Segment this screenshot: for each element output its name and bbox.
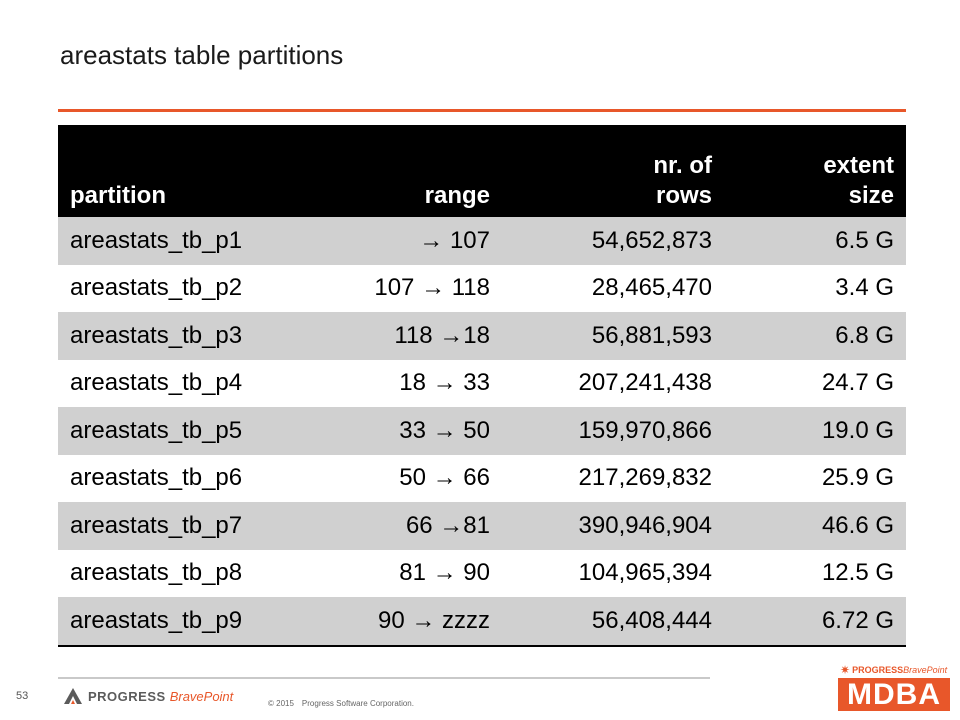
logo-bravepoint-text: BravePoint <box>169 688 234 704</box>
partitions-table: partition range nr. of rows extent size … <box>58 125 906 647</box>
table-row: areastats_tb_p4 18 → 33 207,241,438 24.7… <box>58 359 906 407</box>
cell-partition: areastats_tb_p8 <box>58 549 308 597</box>
cell-partition: areastats_tb_p2 <box>58 264 308 312</box>
header-rows-line2: rows <box>655 182 712 209</box>
cell-size: 46.6 G <box>724 502 906 550</box>
badge-product-name: MDBA <box>838 678 950 711</box>
badge-header: ✷ PROGRESS BravePoint <box>838 661 950 678</box>
table-row: areastats_tb_p7 66 →81 390,946,904 46.6 … <box>58 502 906 550</box>
cell-range: 50 → 66 <box>308 454 502 502</box>
cell-range: 107 → 118 <box>308 264 502 312</box>
progress-logo-icon <box>64 688 82 704</box>
cell-size: 6.5 G <box>724 217 906 265</box>
progress-bravepoint-logo: PROGRESS BravePoint <box>62 686 233 706</box>
cell-range: 81 → 90 <box>308 549 502 597</box>
table-row: areastats_tb_p9 90 → zzzz 56,408,444 6.7… <box>58 597 906 647</box>
table-row: areastats_tb_p1 → 107 54,652,873 6.5 G <box>58 217 906 265</box>
cell-partition: areastats_tb_p6 <box>58 454 308 502</box>
table-row: areastats_tb_p5 33 → 50 159,970,866 19.0… <box>58 407 906 455</box>
cell-range: 33 → 50 <box>308 407 502 455</box>
cell-rows: 28,465,470 <box>502 264 724 312</box>
cell-partition: areastats_tb_p7 <box>58 502 308 550</box>
cell-rows: 207,241,438 <box>502 359 724 407</box>
header-size-line2: size <box>848 182 894 209</box>
cell-size: 3.4 G <box>724 264 906 312</box>
header-rows-line1: nr. of <box>653 152 712 179</box>
cell-range: 18 → 33 <box>308 359 502 407</box>
cell-rows: 159,970,866 <box>502 407 724 455</box>
cell-rows: 54,652,873 <box>502 217 724 265</box>
cell-partition: areastats_tb_p1 <box>58 217 308 265</box>
table-row: areastats_tb_p8 81 → 90 104,965,394 12.5… <box>58 549 906 597</box>
cell-size: 25.9 G <box>724 454 906 502</box>
header-rows: nr. of rows <box>502 125 724 217</box>
cell-range: → 107 <box>308 217 502 265</box>
copyright-year: © 2015 <box>268 699 294 708</box>
cell-partition: areastats_tb_p9 <box>58 597 308 647</box>
header-size-line1: extent <box>823 152 894 179</box>
cell-rows: 217,269,832 <box>502 454 724 502</box>
slide-title: areastats table partitions <box>60 40 344 70</box>
title-underline <box>58 109 906 112</box>
cell-rows: 56,881,593 <box>502 312 724 360</box>
cell-rows: 390,946,904 <box>502 502 724 550</box>
cell-partition: areastats_tb_p5 <box>58 407 308 455</box>
copyright-company: Progress Software Corporation. <box>301 699 414 708</box>
cell-size: 19.0 G <box>724 407 906 455</box>
table-row: areastats_tb_p6 50 → 66 217,269,832 25.9… <box>58 454 906 502</box>
logo-progress-text: PROGRESS <box>88 688 166 704</box>
cell-rows: 56,408,444 <box>502 597 724 647</box>
cell-size: 6.72 G <box>724 597 906 647</box>
cell-size: 12.5 G <box>724 549 906 597</box>
cell-size: 6.8 G <box>724 312 906 360</box>
mdba-badge: ✷ PROGRESS BravePoint MDBA <box>838 661 950 711</box>
page-number: 53 <box>16 690 29 702</box>
header-range: range <box>308 125 502 217</box>
cell-range: 90 → zzzz <box>308 597 502 647</box>
cell-size: 24.7 G <box>724 359 906 407</box>
cell-partition: areastats_tb_p4 <box>58 359 308 407</box>
cell-range: 118 →18 <box>308 312 502 360</box>
header-partition: partition <box>58 125 308 217</box>
badge-progress-text: PROGRESS <box>852 664 904 675</box>
cell-partition: areastats_tb_p3 <box>58 312 308 360</box>
cell-rows: 104,965,394 <box>502 549 724 597</box>
header-size: extent size <box>724 125 906 217</box>
badge-bravepoint-text: BravePoint <box>903 664 948 675</box>
star-icon: ✷ <box>840 662 851 677</box>
cell-range: 66 →81 <box>308 502 502 550</box>
table-header-row: partition range nr. of rows extent size <box>58 125 906 217</box>
table-row: areastats_tb_p2 107 → 118 28,465,470 3.4… <box>58 264 906 312</box>
footer-divider <box>58 677 710 679</box>
copyright: © 2015 Progress Software Corporation. <box>268 699 422 708</box>
table-row: areastats_tb_p3 118 →18 56,881,593 6.8 G <box>58 312 906 360</box>
